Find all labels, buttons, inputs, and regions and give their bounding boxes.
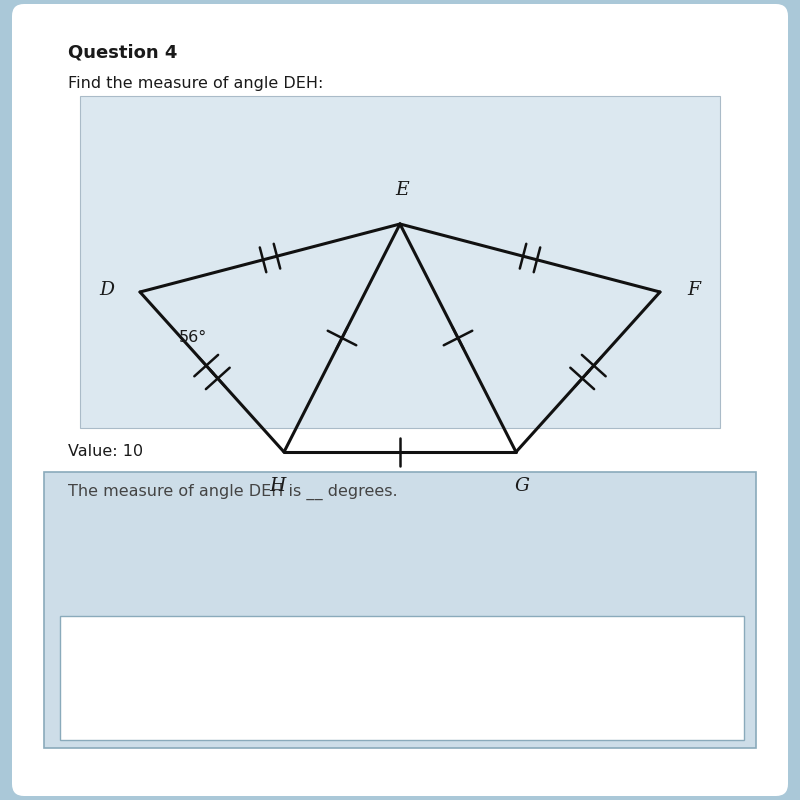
Text: G: G xyxy=(515,477,530,494)
Text: Value: 10: Value: 10 xyxy=(68,444,143,459)
Text: H: H xyxy=(270,477,286,494)
Text: E: E xyxy=(395,182,410,199)
FancyBboxPatch shape xyxy=(44,472,756,748)
Text: The measure of angle DEH is __ degrees.: The measure of angle DEH is __ degrees. xyxy=(68,484,398,500)
Text: Question 4: Question 4 xyxy=(68,44,178,62)
Text: Find the measure of angle DEH:: Find the measure of angle DEH: xyxy=(68,76,323,91)
Text: D: D xyxy=(99,281,114,298)
FancyBboxPatch shape xyxy=(80,96,720,428)
FancyBboxPatch shape xyxy=(12,4,788,796)
Text: 56°: 56° xyxy=(178,330,206,346)
Text: F: F xyxy=(687,281,700,298)
FancyBboxPatch shape xyxy=(60,616,744,740)
